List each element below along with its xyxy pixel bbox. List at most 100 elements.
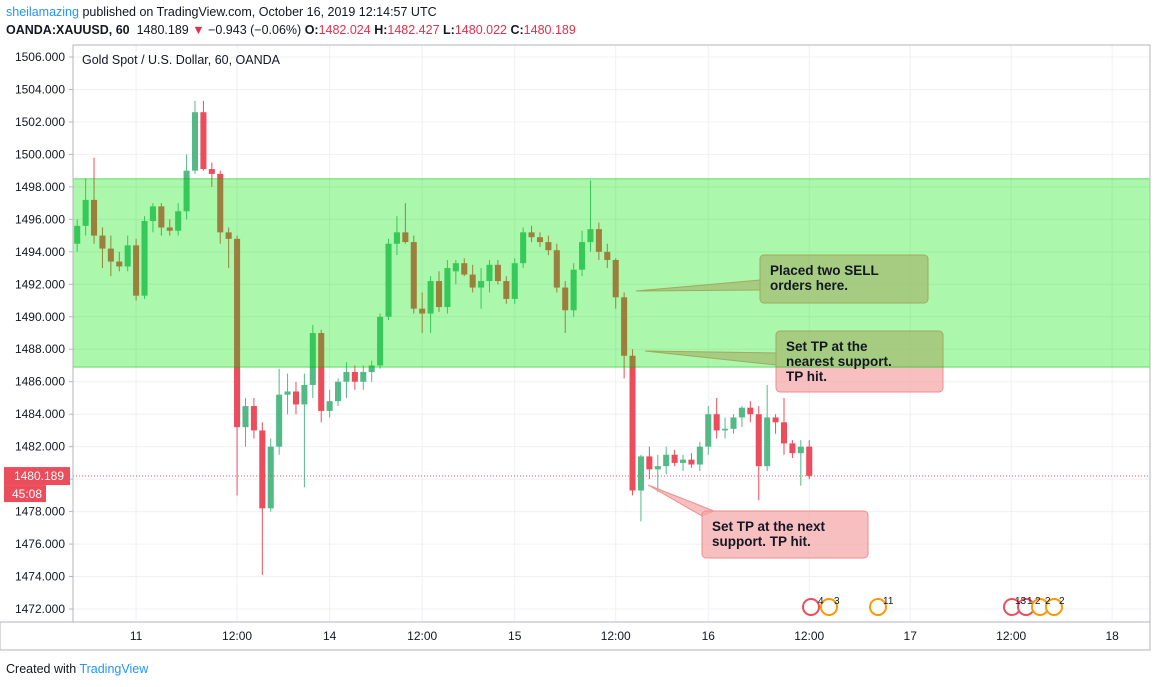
y-tick-label: 1502.000	[15, 115, 65, 129]
candle-body	[444, 268, 451, 308]
candle-body	[166, 227, 173, 231]
candle-body	[789, 443, 796, 454]
candle-body	[276, 394, 283, 447]
callout-text: Placed two SELL	[770, 263, 879, 278]
candle-body	[452, 263, 459, 272]
h-value: 1482.427	[387, 23, 440, 37]
candle-body	[595, 229, 602, 252]
candle-body	[528, 232, 535, 238]
candle-body	[696, 446, 703, 465]
callout-box	[759, 254, 929, 304]
x-tick-label: 18	[1105, 629, 1119, 643]
y-tick-label: 1492.000	[15, 277, 65, 291]
candle-body	[149, 206, 156, 221]
published: published on TradingView.com, October 16…	[82, 5, 437, 19]
y-tick-label: 1476.000	[15, 537, 65, 551]
candle-body	[250, 406, 257, 431]
callouts	[635, 254, 944, 559]
price: 1480.189	[136, 23, 189, 37]
candle-body	[200, 112, 207, 170]
countdown-box	[4, 485, 46, 503]
event-count: 2	[1035, 596, 1041, 607]
candle-body	[646, 456, 653, 470]
candle-body	[604, 251, 611, 260]
callout-text: TP hit.	[786, 369, 827, 384]
event-count: 4	[818, 596, 824, 607]
brand[interactable]: TradingView	[79, 662, 149, 676]
candle-body	[705, 414, 712, 447]
callout-box	[701, 510, 869, 559]
candle-body	[141, 220, 148, 296]
o-key: O:	[304, 23, 319, 37]
countdown: 45:08	[12, 487, 42, 501]
x-axis-border	[0, 621, 1151, 651]
candle-body	[107, 248, 114, 262]
candle-body	[755, 414, 762, 467]
x-tick-label: 12:00	[996, 629, 1026, 643]
candle-body	[284, 391, 291, 395]
candle-body	[292, 391, 300, 405]
candle-body	[74, 225, 81, 244]
o-value: 1482.024	[318, 23, 371, 37]
x-tick-label: 12:00	[407, 629, 437, 643]
callout-box	[775, 330, 944, 393]
candle-body	[234, 238, 241, 428]
event-icon[interactable]	[1045, 598, 1063, 616]
event-count: 3	[834, 596, 840, 607]
x-tick-label: 12:00	[222, 629, 252, 643]
quote-line: OANDA:XAUUSD, 60 1480.189 ▼ −0.943 (−0.0…	[6, 23, 576, 37]
candle-body	[722, 428, 729, 431]
event-count: 13	[1015, 596, 1027, 607]
y-tick-label: 1494.000	[15, 245, 65, 259]
candle-body	[806, 446, 813, 476]
text-layer: 1472.0001474.0001476.0001478.0001480.000…	[4, 50, 1119, 643]
candle-body	[301, 384, 308, 405]
candle-body	[747, 407, 754, 415]
candle-body	[570, 269, 577, 311]
zone-layer	[72, 178, 1151, 477]
c-key: C:	[510, 23, 524, 37]
candle-body	[494, 264, 501, 282]
candle-body	[242, 406, 249, 428]
event-count: 2	[1045, 596, 1051, 607]
callout-text: nearest support.	[786, 354, 892, 369]
candles	[74, 100, 813, 575]
candle-body	[772, 417, 779, 423]
candle-body	[183, 170, 190, 212]
candle-body	[612, 259, 619, 298]
candle-body	[587, 229, 594, 243]
candle-body	[427, 281, 434, 314]
x-tick-label: 12:00	[794, 629, 824, 643]
l-key: L:	[443, 23, 455, 37]
zone	[72, 178, 1151, 368]
event-icon[interactable]	[802, 598, 820, 616]
candle-body	[713, 414, 720, 431]
candle-body	[562, 287, 569, 311]
candle-body	[579, 242, 586, 270]
y-tick-label: 1506.000	[15, 50, 65, 64]
candle-body	[158, 206, 165, 228]
l-value: 1480.022	[454, 23, 507, 37]
y-tick-label: 1500.000	[15, 147, 65, 161]
candle-body	[621, 297, 628, 356]
event-icon[interactable]	[869, 598, 887, 616]
candle-body	[91, 199, 98, 236]
candle-body	[259, 430, 266, 509]
candle-body	[478, 281, 485, 288]
grid	[69, 45, 1150, 622]
candle-body	[99, 235, 106, 249]
candle-body	[663, 454, 670, 467]
author[interactable]: sheilamazing	[6, 5, 79, 19]
change: −0.943 (−0.06%)	[208, 23, 302, 37]
x-tick-label: 17	[904, 629, 918, 643]
candle-body	[679, 459, 687, 463]
h-key: H:	[374, 23, 388, 37]
event-icon[interactable]	[820, 598, 838, 616]
x-tick-label: 14	[323, 629, 337, 643]
x-tick-label: 16	[702, 629, 716, 643]
candle-body	[385, 243, 392, 317]
y-tick-label: 1496.000	[15, 212, 65, 226]
candle-body	[637, 456, 644, 491]
callout-text: Set TP at the next	[712, 519, 826, 534]
y-tick-label: 1478.000	[15, 505, 65, 519]
